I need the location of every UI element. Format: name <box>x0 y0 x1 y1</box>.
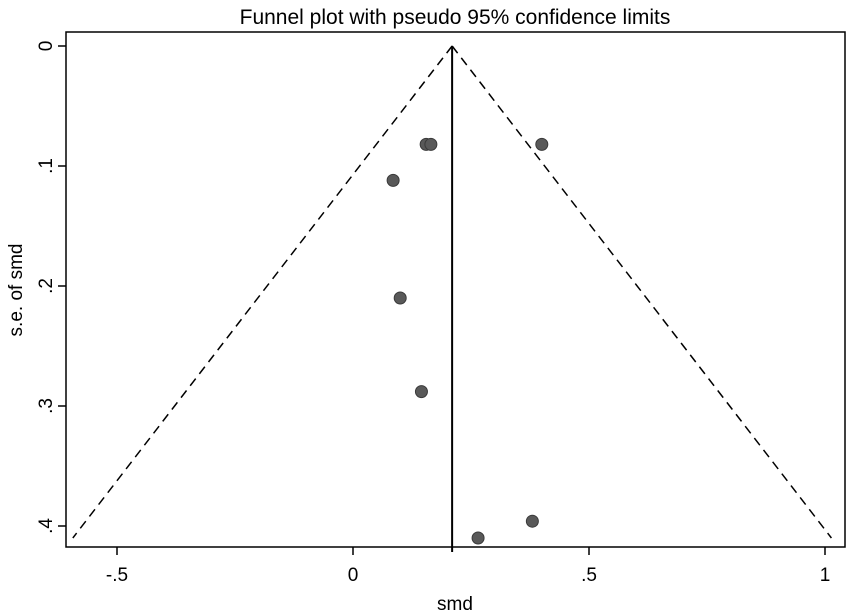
x-axis: -.5 0 .5 1 <box>106 547 830 586</box>
study-point <box>471 531 485 545</box>
y-axis-label: s.e. of smd <box>6 244 27 337</box>
upper-confidence-limit <box>451 45 833 539</box>
study-point <box>386 173 400 187</box>
study-point <box>535 137 549 151</box>
y-tick-label: 0 <box>36 41 57 52</box>
x-tick-label: 1 <box>820 565 831 586</box>
plot-frame <box>65 31 846 548</box>
x-tick-label: -.5 <box>106 565 128 586</box>
study-point <box>393 291 407 305</box>
lower-confidence-limit <box>72 45 453 539</box>
chart-title: Funnel plot with pseudo 95% confidence l… <box>240 6 671 29</box>
y-axis: 0 .1 .2 .3 .4 <box>36 41 66 534</box>
data-points <box>386 137 549 545</box>
y-tick-label: .1 <box>36 158 57 174</box>
y-tick-label: .2 <box>36 278 57 294</box>
study-point <box>525 514 539 528</box>
x-axis-label: smd <box>437 594 473 615</box>
study-point <box>424 137 438 151</box>
study-point <box>414 385 428 399</box>
funnel-lines <box>72 45 833 552</box>
y-tick-label: .3 <box>36 398 57 414</box>
y-tick-label: .4 <box>36 518 57 534</box>
x-tick-label: 0 <box>348 565 359 586</box>
x-tick-label: .5 <box>581 565 597 586</box>
